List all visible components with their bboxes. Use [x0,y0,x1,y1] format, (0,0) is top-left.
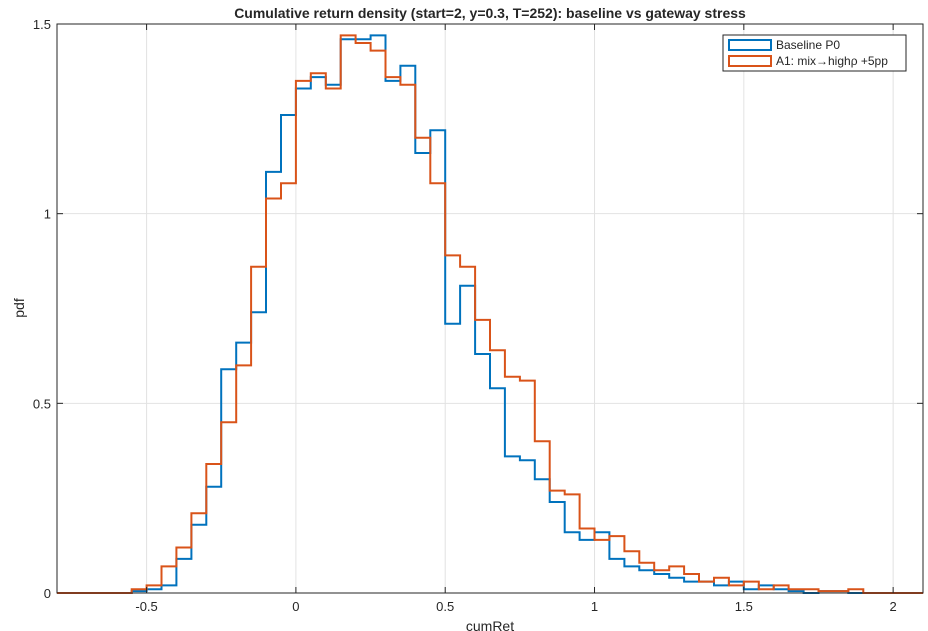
y-axis-label: pdf [11,298,27,318]
x-tick-label: 0.5 [436,599,454,614]
legend-swatch-baseline [728,39,772,51]
x-tick-label: -0.5 [135,599,157,614]
x-axis-label: cumRet [466,618,514,631]
series-line-a1 [57,34,923,594]
x-tick-label: 1.5 [735,599,753,614]
x-tick-label: 2 [890,599,897,614]
axes-box [56,23,924,594]
y-tick-label: 1.5 [33,17,51,32]
chart-title: Cumulative return density (start=2, y=0.… [234,5,746,21]
legend: Baseline P0 A1: mix→highρ +5pp [722,34,907,72]
legend-swatch-a1 [728,55,772,67]
x-tick-label: 1 [591,599,598,614]
legend-label-baseline: Baseline P0 [776,38,840,52]
ticks: -0.5 0 0.5 1 1.5 2 0 0.5 1 1.5 [33,17,923,614]
y-tick-label: 0.5 [33,396,51,411]
y-tick-label: 0 [44,586,51,601]
series-layer [57,34,923,594]
x-tick-label: 0 [292,599,299,614]
legend-label-a1: A1: mix→highρ +5pp [776,54,888,68]
y-tick-label: 1 [44,207,51,222]
